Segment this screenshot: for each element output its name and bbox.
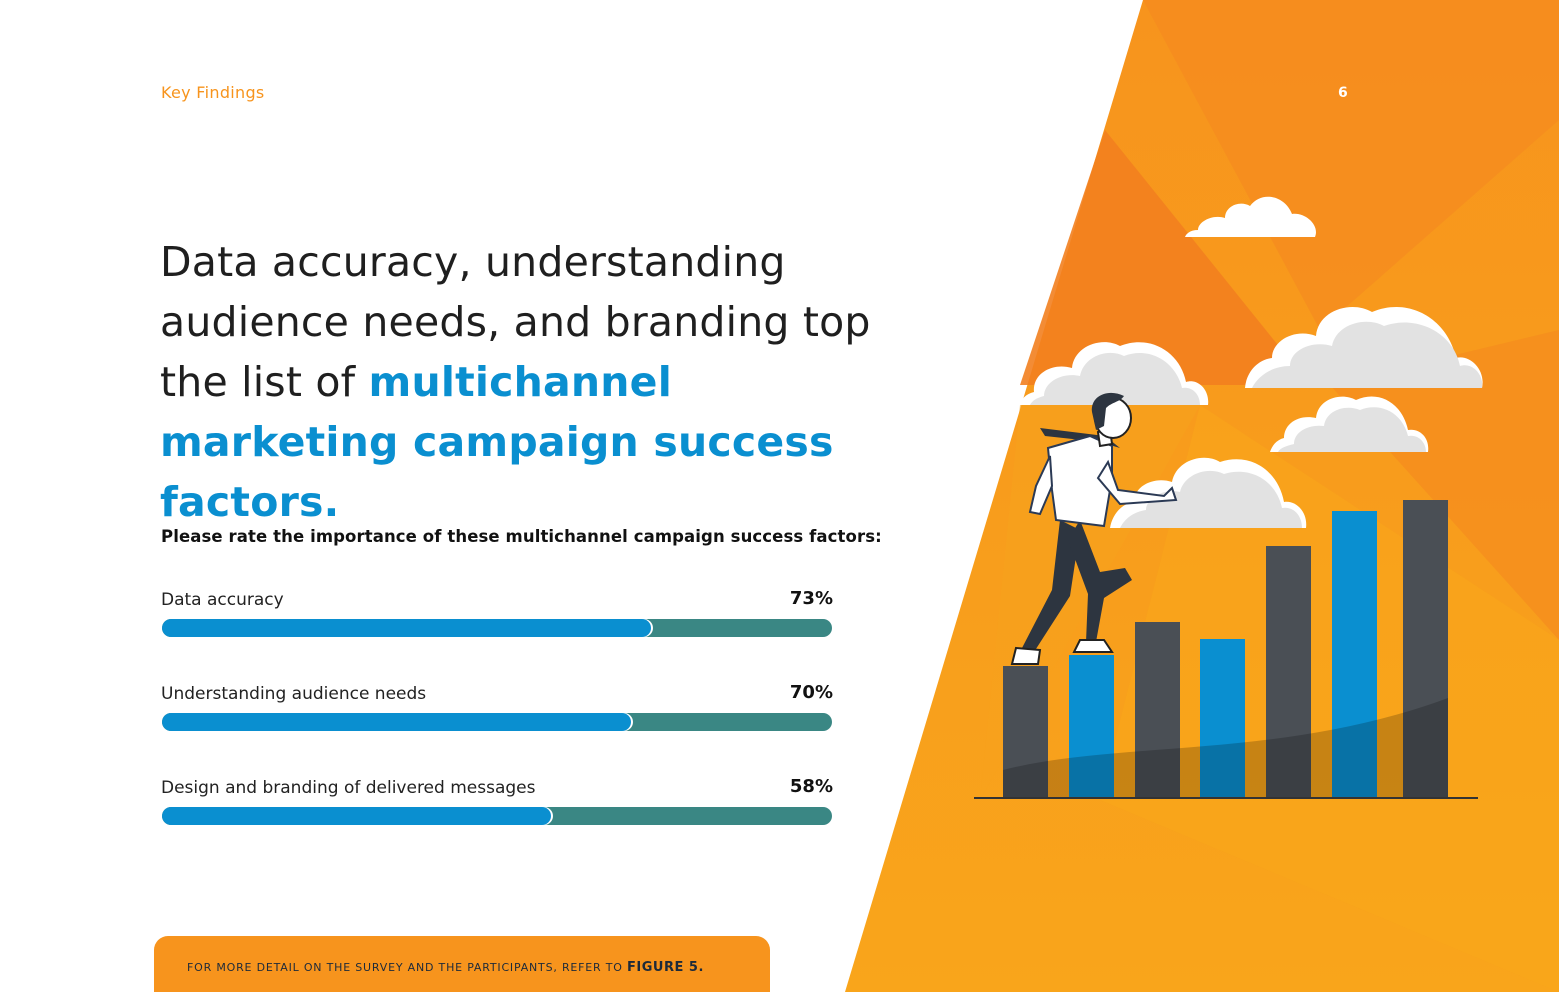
facet-shape <box>1143 0 1559 330</box>
chart-title: Please rate the importance of these mult… <box>161 527 882 546</box>
headline-plain-text: Data accuracy, understanding audience ne… <box>160 238 871 406</box>
illustration-bar <box>1135 622 1180 798</box>
illustration-bar <box>1332 511 1377 798</box>
facet-shape <box>1020 130 1310 385</box>
cloud-icon <box>1185 196 1316 237</box>
figure-reference-link[interactable]: FIGURE 5. <box>627 960 704 975</box>
bar-value-label: 70% <box>789 682 833 703</box>
cloud-icon <box>1110 457 1307 528</box>
page-title: Data accuracy, understanding audience ne… <box>160 232 920 532</box>
illustration-bar <box>1069 655 1114 798</box>
bar-shadow <box>1003 698 1448 798</box>
footnote-text: FOR MORE DETAIL ON THE SURVEY AND THE PA… <box>187 960 704 975</box>
bar-track <box>162 713 832 731</box>
staircase-bar-chart <box>974 500 1478 799</box>
cloud-icon <box>1245 306 1483 388</box>
bar-category-label: Design and branding of delivered message… <box>161 778 536 798</box>
bar-fill <box>162 619 651 637</box>
bar-track <box>162 807 832 825</box>
bar-row: Understanding audience needs 70% <box>161 682 833 744</box>
bar-row: Design and branding of delivered message… <box>161 776 833 838</box>
bar-fill <box>162 713 631 731</box>
section-label: Key Findings <box>161 83 265 102</box>
footnote-main-text: FOR MORE DETAIL ON THE SURVEY AND THE PA… <box>187 961 623 974</box>
illustration-bar <box>1266 546 1311 798</box>
bar-value-label: 58% <box>789 776 833 797</box>
page-number: 6 <box>1338 85 1348 101</box>
facet-shape <box>1100 405 1559 992</box>
bar-category-label: Understanding audience needs <box>161 684 427 704</box>
bar-track <box>162 619 832 637</box>
bar-fill <box>162 807 551 825</box>
illustration-bar <box>1403 500 1448 798</box>
bar-category-label: Data accuracy <box>161 590 284 610</box>
bar-row: Data accuracy 73% <box>161 588 833 650</box>
footnote-banner: FOR MORE DETAIL ON THE SURVEY AND THE PA… <box>154 936 770 992</box>
cloud-icon <box>1020 342 1209 405</box>
cloud-icon <box>1270 396 1429 452</box>
bar-value-label: 73% <box>789 588 833 609</box>
illustration-bar <box>1003 666 1048 798</box>
illustration-bar <box>1200 639 1245 798</box>
businessman-figure <box>1010 392 1178 665</box>
headline-highlight-text: multichannel marketing campaign success … <box>160 358 834 526</box>
